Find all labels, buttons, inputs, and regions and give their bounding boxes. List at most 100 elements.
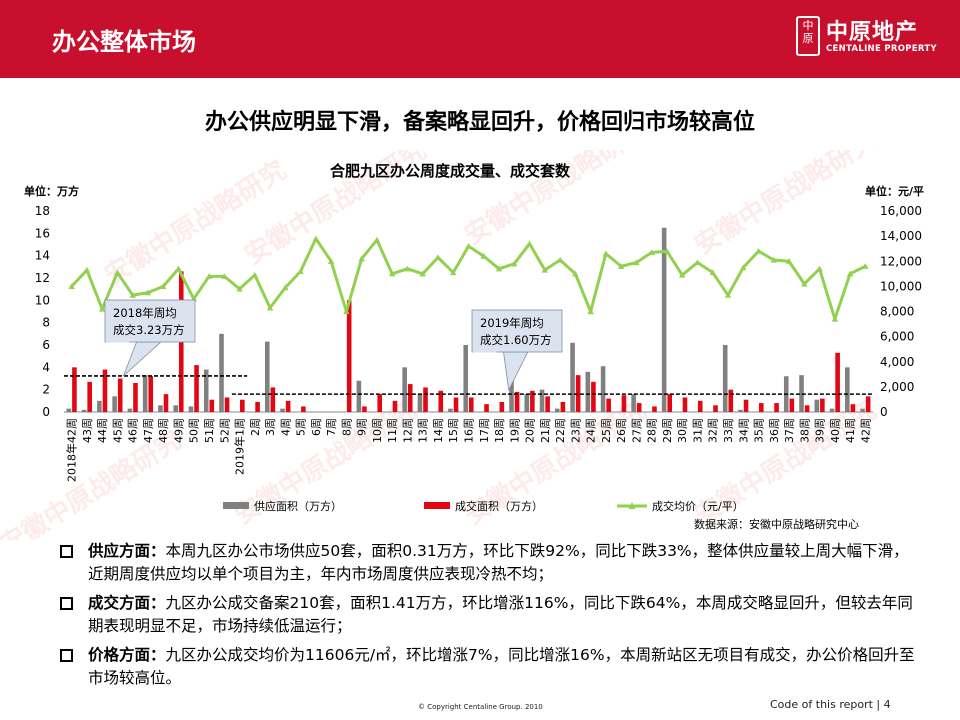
deal-bar — [545, 396, 550, 412]
x-tick-label: 24周 — [585, 418, 598, 443]
deal-bar — [163, 394, 169, 412]
deal-bar — [224, 397, 230, 412]
deal-bar — [423, 387, 428, 412]
supply-bar — [188, 406, 194, 412]
x-tick-label: 48周 — [157, 418, 170, 443]
right-tick-label: 16,000 — [880, 204, 922, 218]
deal-bar — [728, 389, 734, 412]
supply-bar — [417, 394, 423, 412]
deal-bar — [346, 300, 352, 412]
square-bullet-icon — [60, 597, 73, 610]
data-source: 数据来源：安徽中原战略研究中心 — [694, 517, 859, 531]
price-point — [144, 289, 152, 296]
annotation-box-gap — [473, 350, 497, 353]
price-point — [114, 269, 121, 276]
header-bar: 办公整体市场 中原 中原地产 CENTALINE PROPERTY — [0, 0, 960, 78]
supply-bar — [203, 369, 209, 412]
x-tick-label: 27周 — [630, 418, 643, 443]
supply-bar — [555, 408, 560, 412]
price-point — [617, 263, 625, 269]
price-point — [480, 253, 487, 259]
x-tick-label: 47周 — [142, 418, 155, 443]
x-tick-label: 52周 — [218, 418, 231, 443]
supply-bar — [402, 367, 407, 412]
deal-bar — [392, 400, 398, 412]
deal-bar — [102, 369, 108, 412]
left-tick-label: 2 — [42, 383, 50, 397]
left-tick-label: 6 — [42, 338, 50, 352]
deal-bar — [255, 401, 260, 412]
supply-bar — [509, 378, 514, 412]
left-tick-label: 8 — [42, 316, 50, 330]
price-point — [68, 283, 75, 289]
right-tick-label: 6,000 — [880, 330, 914, 344]
bullet-deal: 成交方面：九区办公成交备案210套，面积1.41万方，环比增涨116%，同比下跌… — [60, 592, 920, 638]
x-tick-label: 14周 — [432, 418, 445, 443]
supply-bar — [81, 409, 87, 412]
price-point — [862, 263, 869, 269]
deal-bar — [759, 403, 764, 412]
x-tick-label: 19周 — [508, 418, 521, 443]
left-tick-label: 16 — [35, 226, 50, 240]
x-tick-label: 46周 — [127, 418, 140, 443]
x-tick-label: 6周 — [310, 418, 323, 436]
price-point — [602, 250, 610, 257]
price-point — [236, 285, 243, 292]
price-point — [511, 260, 518, 267]
bullet-label: 成交方面： — [88, 594, 166, 612]
price-point — [663, 248, 671, 254]
square-bullet-icon — [60, 649, 73, 662]
deal-bar — [362, 406, 367, 412]
right-tick-label: 8,000 — [880, 305, 914, 319]
deal-bar — [117, 378, 123, 412]
square-bullet-icon — [60, 545, 73, 558]
supply-bar — [158, 405, 163, 412]
watermark-text: 安徽中原战略研究 — [689, 150, 882, 261]
x-tick-label: 17周 — [478, 418, 491, 443]
supply-bar — [539, 389, 545, 412]
legend-price-label: 成交均价（元/平） — [652, 499, 744, 513]
price-point — [312, 235, 320, 242]
deal-bar — [560, 401, 566, 412]
price-point — [266, 304, 274, 311]
price-point — [801, 280, 808, 287]
price-point — [541, 266, 549, 273]
supply-bar — [661, 227, 667, 412]
price-point — [740, 264, 747, 271]
bullet-text: 本周九区办公市场供应50套，面积0.31万方，环比下跌92%，同比下跌33%，整… — [88, 542, 909, 583]
deal-bar — [148, 376, 154, 412]
deal-bar — [87, 381, 92, 412]
supply-bar — [127, 408, 133, 412]
deal-bar — [774, 403, 779, 412]
bullet-price: 价格方面：九区办公成交均价为11606元/㎡，环比增涨7%，同比增涨16%，本周… — [60, 644, 920, 690]
deal-bar — [667, 394, 673, 412]
x-tick-label: 4周 — [279, 418, 292, 436]
supply-bar — [722, 345, 728, 412]
left-tick-label: 14 — [35, 249, 50, 263]
deal-bar — [652, 406, 657, 412]
deal-bar — [835, 352, 840, 412]
supply-bar — [845, 367, 850, 412]
right-tick-label: 12,000 — [880, 254, 922, 268]
annotation-line2: 成交1.60万方 — [480, 333, 552, 347]
price-point — [465, 242, 472, 249]
supply-bar — [585, 371, 591, 412]
right-tick-label: 0 — [880, 405, 888, 419]
price-point — [633, 259, 640, 266]
x-tick-label: 5周 — [295, 418, 308, 436]
legend-deal-label: 成交面积（万方） — [455, 499, 543, 513]
x-tick-label: 18周 — [493, 418, 506, 443]
supply-bar — [219, 333, 224, 412]
price-point — [831, 315, 839, 322]
deal-bar — [514, 391, 520, 412]
deal-bar — [697, 400, 703, 412]
supply-bar — [97, 400, 102, 412]
supply-bar — [829, 408, 835, 412]
left-axis-unit: 单位：万方 — [24, 184, 79, 198]
price-point — [648, 249, 655, 256]
deal-bar — [133, 382, 138, 412]
x-tick-label: 28周 — [646, 418, 659, 443]
price-point — [327, 258, 335, 264]
x-tick-label: 25周 — [600, 418, 613, 443]
price-point — [434, 254, 442, 261]
